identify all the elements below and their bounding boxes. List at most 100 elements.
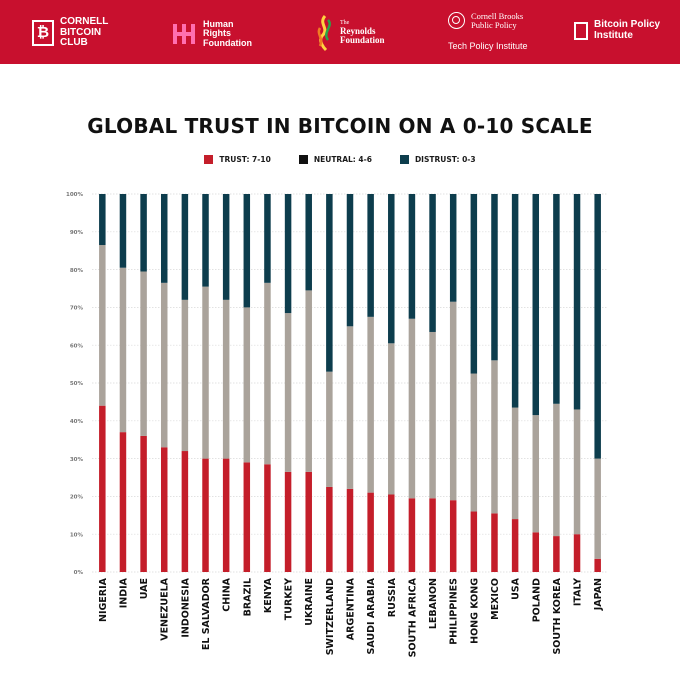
y-tick-label: 40% [70, 419, 84, 425]
hrf-icon [173, 24, 195, 45]
y-tick-label: 90% [70, 230, 84, 236]
bar-segment-neutral-philippines [449, 301, 457, 501]
bar-segment-trust-mexico [491, 513, 498, 572]
x-tick-label: HONG KONG [469, 578, 480, 644]
bar-segment-distrust-china [222, 194, 230, 300]
bar-segment-trust-el-salvador [202, 458, 209, 572]
bar-segment-neutral-nigeria [99, 245, 106, 406]
bar-segment-trust-italy [573, 534, 581, 572]
bar-segment-distrust-brazil [243, 194, 251, 308]
reynolds-foundation-logo: The Reynolds Foundation [314, 14, 385, 52]
legend-item-trust: TRUST: 7-10 [204, 155, 271, 164]
y-tick-label: 100% [66, 192, 83, 198]
y-tick-label: 70% [70, 306, 84, 312]
bar-segment-distrust-usa [511, 194, 519, 408]
x-tick-label: ITALY [573, 578, 584, 606]
bar-segment-trust-saudi-arabia [367, 492, 374, 572]
bar-segment-distrust-italy [573, 194, 581, 410]
logo-text: Institute [594, 29, 633, 41]
x-tick-label: LEBANON [428, 578, 439, 629]
logo-text: Rights [203, 28, 231, 39]
bar-segment-distrust-switzerland [326, 194, 333, 372]
logo-text: CLUB [60, 37, 88, 48]
seal-icon [448, 12, 465, 30]
bar-segment-distrust-russia [388, 194, 395, 344]
bar-segment-distrust-mexico [491, 194, 498, 361]
bar-segment-trust-venezuela [160, 447, 168, 572]
header-banner: ₿ CORNELL BITCOIN CLUB Human Rights Foun… [0, 0, 680, 64]
bar-segment-distrust-ukraine [305, 194, 312, 291]
bar-segment-neutral-south-korea [553, 403, 560, 537]
x-tick-label: ARGENTINA [346, 577, 357, 640]
bar-segment-neutral-kenya [264, 282, 271, 465]
x-tick-label: RUSSIA [387, 577, 398, 617]
logo-text: Foundation [340, 35, 385, 46]
logo-text: Public Policy [471, 19, 517, 30]
bar-segment-neutral-lebanon [429, 331, 436, 499]
bar-segment-distrust-uae [140, 194, 147, 272]
x-tick-label: POLAND [531, 578, 542, 622]
x-tick-label: EL SALVADOR [201, 577, 212, 650]
bar-segment-neutral-russia [388, 343, 395, 495]
bar-segment-trust-poland [532, 532, 540, 572]
bitcoin-policy-institute-logo: Bitcoin Policy Institute [574, 19, 661, 41]
y-tick-label: 60% [70, 343, 84, 349]
bar-segment-neutral-china [222, 299, 230, 459]
flame-icon [317, 15, 331, 52]
bar-segment-neutral-indonesia [181, 299, 189, 452]
bar-segment-trust-usa [511, 519, 519, 572]
y-tick-label: 50% [70, 381, 84, 387]
x-tick-label: INDIA [118, 577, 129, 608]
legend-label-neutral: NEUTRAL: 4-6 [313, 155, 372, 164]
bar-segment-trust-south-korea [553, 536, 560, 572]
bar-segment-neutral-japan [594, 458, 601, 559]
logo-text: Foundation [203, 37, 252, 48]
logo-text: BITCOIN [60, 26, 102, 38]
legend-swatch-trust [204, 155, 214, 164]
bar-segment-distrust-indonesia [181, 194, 189, 300]
bar-segment-neutral-hong-kong [470, 373, 478, 512]
bar-segment-neutral-italy [573, 409, 581, 535]
bar-segment-distrust-south-africa [408, 194, 416, 319]
logo-text: Bitcoin Policy [594, 19, 661, 30]
bar-segment-distrust-poland [532, 194, 540, 416]
bar-segment-neutral-argentina [346, 326, 354, 489]
bar-segment-neutral-mexico [491, 360, 498, 514]
chart-title: GLOBAL TRUST IN BITCOIN ON A 0-10 SCALE [87, 114, 593, 138]
x-tick-label: USA [511, 577, 522, 600]
bar-segment-trust-japan [594, 558, 601, 572]
x-tick-label: MEXICO [490, 578, 501, 620]
y-tick-label: 30% [70, 457, 84, 463]
bar-segment-trust-nigeria [99, 405, 106, 572]
human-rights-foundation-logo: Human Rights Foundation [172, 19, 252, 48]
x-tick-label: CHINA [222, 577, 233, 611]
bar-segment-neutral-usa [511, 407, 519, 520]
bar-segment-distrust-lebanon [429, 194, 436, 332]
x-tick-label: UAE [139, 578, 150, 599]
legend-label-distrust: DISTRUST: 0-3 [414, 155, 476, 164]
x-tick-label: SAUDI ARABIA [366, 577, 377, 654]
bar-segment-trust-switzerland [326, 486, 333, 572]
bar-segment-distrust-nigeria [99, 194, 106, 246]
bar-segment-trust-philippines [449, 500, 457, 572]
x-tick-label: VENEZUELA [160, 577, 171, 640]
bar-segment-neutral-switzerland [326, 371, 333, 487]
legend-label-trust: TRUST: 7-10 [219, 155, 271, 164]
bar-segment-trust-turkey [284, 471, 292, 572]
y-tick-label: 20% [70, 495, 84, 501]
y-tick-label: 10% [70, 532, 84, 538]
y-tick-label: 80% [70, 268, 84, 274]
y-tick-label: 0% [74, 570, 84, 576]
legend-item-distrust: DISTRUST: 0-3 [399, 155, 476, 164]
x-tick-label: BRAZIL [242, 578, 253, 616]
bar-segment-trust-india [119, 432, 127, 572]
legend-swatch-neutral [298, 155, 308, 164]
bar-segment-trust-lebanon [429, 498, 436, 572]
x-tick-label: SOUTH KOREA [552, 577, 563, 654]
x-tick-label: INDONESIA [180, 577, 191, 637]
logo-text: Cornell Brooks [471, 11, 524, 21]
logo-text: Reynolds [340, 25, 376, 36]
bar-segment-neutral-venezuela [160, 282, 168, 448]
bar-segment-distrust-india [119, 194, 127, 268]
